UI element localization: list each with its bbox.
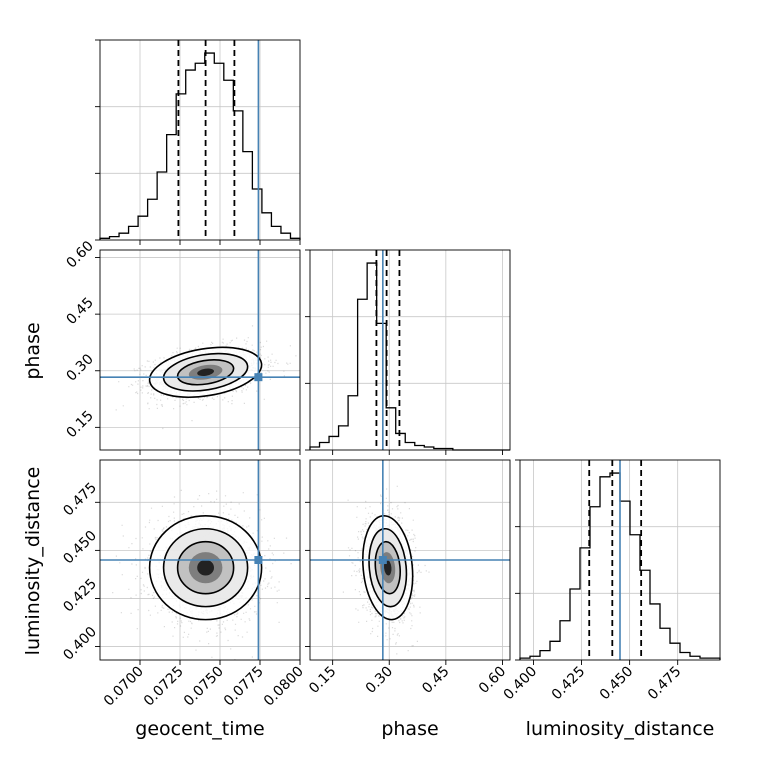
x-tick-label-phase: 0.30 [363,664,396,697]
contour-line [162,527,249,608]
contour-line [176,540,235,595]
x-tick-label-luminosity-distance: 0.425 [549,664,589,704]
y-tick-label-phase: 0.30 [63,351,96,384]
density-geocent-time-phase [100,250,300,450]
density-geocent-time-luminosity-distance [100,460,300,660]
contour-line [148,346,263,398]
y-tick-label-phase: 0.60 [63,238,96,271]
density-phase-luminosity-distance [310,460,510,660]
content-layer [99,40,721,660]
truth-marker [378,556,387,564]
panel-frame-hist-geocent-time [99,39,301,241]
density-shade [197,559,215,576]
panel-frame-geocent-time-luminosity-distance [99,459,301,661]
y-tick-label-phase: 0.15 [63,408,96,441]
x-tick-label-luminosity-distance: 0.475 [645,664,685,704]
truth-marker [254,556,263,564]
x-tick-label-luminosity-distance: 0.450 [597,664,637,704]
contour-line [162,352,249,392]
x-tick-label-phase: 0.15 [306,664,339,697]
y-tick-label-luminosity-distance: 0.400 [60,624,100,664]
x-axis-label-phase: phase [381,718,438,740]
histogram-step-phase [309,262,510,451]
x-tick-label-geocent-time: 0.0775 [221,664,267,710]
panel-frame-hist-phase [309,249,511,451]
contour-line [374,540,401,595]
truth-marker [254,373,263,382]
y-tick-label-luminosity-distance: 0.450 [60,528,100,568]
density-shade [197,368,215,377]
x-tick-label-luminosity-distance: 0.400 [501,664,541,704]
hist-grid-geocent-time [100,40,300,240]
x-tick-label-geocent-time: 0.0750 [181,664,227,710]
x-tick-label-geocent-time: 0.0700 [101,664,147,710]
frames-layer [99,39,721,661]
x-tick-label-geocent-time: 0.0800 [261,664,307,710]
y-axis-label-phase: phase [22,322,44,379]
x-tick-label-phase: 0.45 [419,664,452,697]
x-tick-label-geocent-time: 0.0725 [141,664,187,710]
x-axis-label-geocent-time: geocent_time [135,718,264,740]
grid-0-1 [100,250,300,450]
y-tick-label-luminosity-distance: 0.475 [60,480,100,520]
contour-line [148,514,263,621]
x-axis-label-luminosity-distance: luminosity_distance [526,718,715,740]
panel-frame-hist-luminosity-distance [519,459,721,661]
y-tick-label-phase: 0.45 [63,295,96,328]
hist-grid-phase [310,250,510,450]
panel-frame-geocent-time-phase [99,249,301,451]
y-tick-label-luminosity-distance: 0.425 [60,576,100,616]
labels-layer: geocent_time phase luminosity_distance p… [22,322,714,740]
contour-line [368,527,408,608]
y-axis-label-luminosity-distance: luminosity_distance [22,467,44,656]
panel-frame-phase-luminosity-distance [309,459,511,661]
histogram-step-geocent-time [99,52,301,240]
